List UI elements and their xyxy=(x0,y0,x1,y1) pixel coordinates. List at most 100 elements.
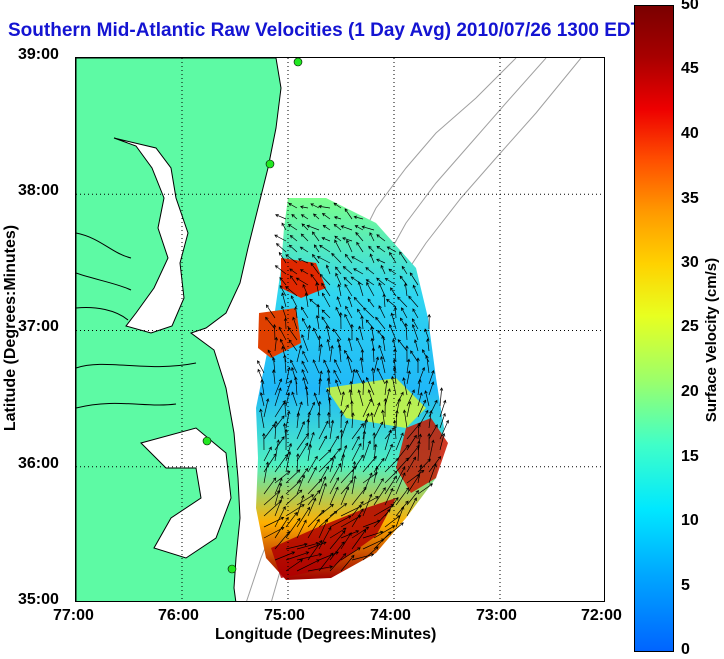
velocity-arrow xyxy=(382,293,386,308)
velocity-arrow xyxy=(285,551,310,561)
velocity-arrow xyxy=(392,366,397,385)
velocity-arrow xyxy=(275,243,287,253)
velocity-arrow xyxy=(321,237,331,242)
y-tick-label: 36:00 xyxy=(18,455,59,472)
velocity-arrow xyxy=(310,273,320,286)
velocity-arrow xyxy=(351,553,375,561)
velocity-arrow xyxy=(329,553,347,572)
velocity-arrow xyxy=(373,525,396,539)
velocity-arrow xyxy=(275,214,287,220)
pamlico-sound xyxy=(140,427,232,559)
map-plot-area[interactable] xyxy=(75,57,605,602)
velocity-arrow xyxy=(371,367,375,385)
velocity-arrow xyxy=(340,225,353,231)
y-tick-label: 39:00 xyxy=(18,46,59,63)
station-marker-icon[interactable] xyxy=(293,58,303,67)
velocity-arrow xyxy=(357,389,364,407)
station-marker-icon[interactable] xyxy=(202,436,212,446)
velocity-arrow xyxy=(307,541,327,550)
velocity-arrow xyxy=(296,432,309,451)
velocity-arrow xyxy=(307,509,325,528)
velocity-arrow xyxy=(427,432,431,451)
velocity-arrow xyxy=(318,420,329,440)
velocity-arrow xyxy=(411,323,419,341)
velocity-arrow xyxy=(384,278,397,286)
velocity-arrow xyxy=(412,308,419,319)
velocity-arrow xyxy=(263,516,285,528)
station-marker-icon[interactable] xyxy=(227,564,237,574)
velocity-arrow xyxy=(307,497,317,517)
velocity-arrow xyxy=(296,474,306,495)
velocity-arrow xyxy=(326,338,331,352)
velocity-arrow xyxy=(395,505,405,528)
velocity-arrow xyxy=(294,376,298,396)
velocity-arrow xyxy=(371,347,376,363)
velocity-arrow xyxy=(439,412,446,429)
velocity-arrow xyxy=(378,305,386,319)
velocity-arrow xyxy=(299,269,309,275)
velocity-arrow xyxy=(405,345,409,363)
velocity-arrow xyxy=(404,322,408,341)
velocity-arrow xyxy=(300,214,309,220)
velocity-arrow xyxy=(284,428,288,451)
velocity-arrow xyxy=(300,233,309,242)
velocity-arrow xyxy=(274,436,285,451)
velocity-arrow xyxy=(384,475,397,495)
velocity-arrow xyxy=(356,337,364,352)
velocity-arrow xyxy=(358,325,364,341)
velocity-arrow xyxy=(313,213,320,220)
velocity-arrow xyxy=(296,559,320,572)
velocity-arrow xyxy=(335,266,342,275)
velocity-arrow xyxy=(274,495,284,517)
velocity-arrow xyxy=(285,442,292,462)
velocity-arrow xyxy=(316,256,331,264)
velocity-arrow xyxy=(312,359,320,374)
velocity-arrow xyxy=(362,418,369,440)
velocity-arrow xyxy=(296,442,309,462)
velocity-arrow xyxy=(281,292,287,308)
velocity-arrow xyxy=(263,490,281,506)
y-tick-label: 35:00 xyxy=(18,591,59,608)
velocity-arrow xyxy=(317,411,321,429)
velocity-arrow xyxy=(395,432,404,451)
velocity-arrow xyxy=(263,453,277,473)
map-canvas[interactable] xyxy=(76,58,605,602)
velocity-arrow xyxy=(311,231,320,242)
velocity-arrow xyxy=(296,421,305,440)
velocity-arrow xyxy=(383,398,388,418)
velocity-arrow xyxy=(392,338,397,352)
velocity-arrow xyxy=(362,455,377,473)
velocity-arrow xyxy=(318,377,323,396)
velocity-arrow xyxy=(301,223,309,231)
velocity-arrow xyxy=(288,339,298,352)
station-marker-icon[interactable] xyxy=(265,159,275,169)
x-tick-label: 74:00 xyxy=(370,607,411,624)
velocity-arrow xyxy=(318,457,334,473)
velocity-arrow xyxy=(307,466,317,484)
velocity-arrow xyxy=(351,412,355,429)
velocity-arrow xyxy=(274,551,296,561)
velocity-arrow xyxy=(328,396,332,418)
velocity-arrow xyxy=(406,489,419,506)
velocity-arrow xyxy=(390,312,397,330)
velocity-arrow xyxy=(285,469,301,484)
velocity-arrow xyxy=(288,244,298,253)
velocity-arrow xyxy=(304,385,309,407)
velocity-arrow xyxy=(302,350,309,363)
velocity-arrow xyxy=(274,265,287,275)
velocity-arrow xyxy=(285,480,302,495)
velocity-arrow xyxy=(412,284,419,297)
velocity-arrow xyxy=(406,434,417,451)
velocity-arrow xyxy=(307,539,323,561)
velocity-arrow xyxy=(384,429,392,451)
velocity-arrow xyxy=(326,368,331,385)
velocity-arrow xyxy=(263,446,272,462)
velocity-arrow xyxy=(318,510,338,528)
velocity-arrow xyxy=(355,231,364,242)
velocity-arrow xyxy=(335,379,342,396)
velocity-arrow xyxy=(347,337,353,352)
velocity-arrow xyxy=(342,237,353,242)
velocity-arrow xyxy=(395,487,410,506)
colorbar-tick: 5 xyxy=(681,577,690,594)
velocity-arrow xyxy=(351,508,364,528)
